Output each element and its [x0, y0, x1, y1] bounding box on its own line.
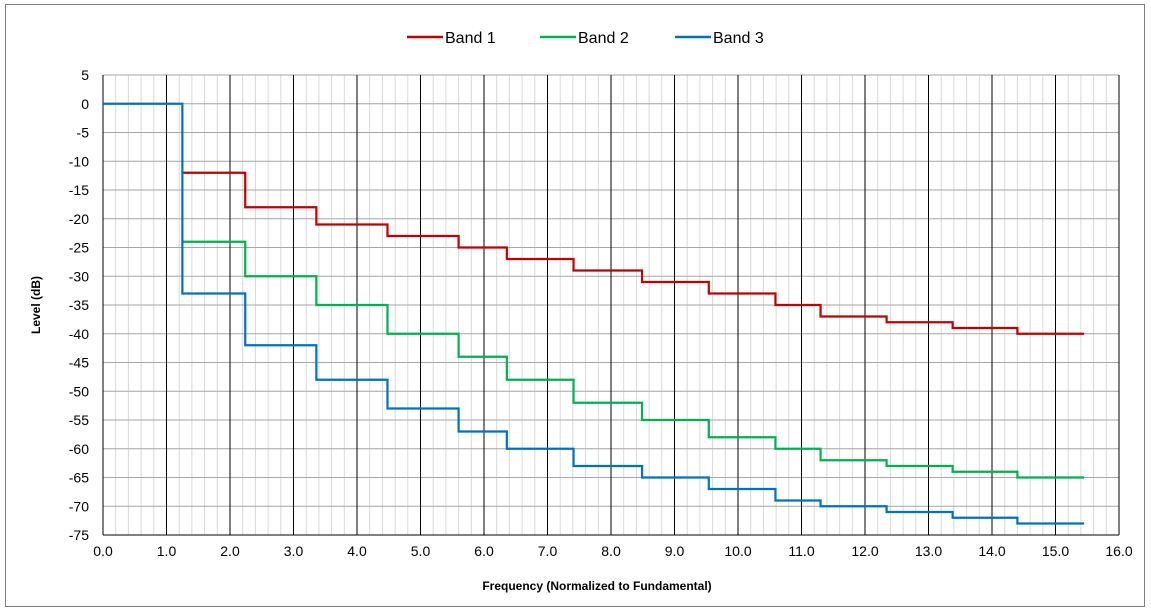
y-tick-label: 0: [81, 96, 89, 112]
x-tick-label: 6.0: [474, 543, 494, 559]
y-tick-label: -50: [69, 383, 89, 399]
legend-label-band-3: Band 3: [713, 30, 764, 47]
legend-label-band-2: Band 2: [578, 30, 629, 47]
y-tick-label: -70: [69, 498, 89, 514]
series-line-band-2: [182, 240, 1085, 479]
y-tick-label: -40: [69, 326, 89, 342]
x-tick-label: 3.0: [284, 543, 304, 559]
legend-label-band-1: Band 1: [445, 30, 496, 47]
series-lines: [103, 102, 1085, 525]
x-axis-title: Frequency (Normalized to Fundamental): [482, 579, 711, 593]
x-tick-label: 4.0: [347, 543, 367, 559]
x-tick-label: 9.0: [665, 543, 685, 559]
y-tick-label: -55: [69, 412, 89, 428]
y-tick-label: 5: [81, 67, 89, 83]
x-tick-labels: 0.0 1.0 2.0 3.0 4.0 5.0 6.0 7.0 8.0 9.0 10.0 11.0 12…: [93, 543, 1133, 559]
x-tick-label: 0.0: [93, 543, 113, 559]
x-tick-label: 16.0: [1105, 543, 1132, 559]
series-line-band-3: [103, 102, 1085, 525]
x-tick-label: 10.0: [724, 543, 751, 559]
y-tick-label: -45: [69, 355, 89, 371]
x-tick-label: 8.0: [601, 543, 621, 559]
legend: Band 1 Band 2 Band 3: [407, 30, 764, 47]
y-tick-labels: 5 0 -5 -10 -15 -20 -25 -30 -35 -40 -45 -50 -55 -60 -65…: [69, 67, 89, 543]
x-tick-label: 11.0: [788, 543, 814, 559]
y-tick-label: -5: [77, 125, 90, 141]
y-tick-label: -35: [69, 297, 89, 313]
y-tick-label: -10: [69, 153, 89, 169]
y-tick-label: -15: [69, 182, 89, 198]
y-axis-title: Level (dB): [29, 276, 43, 334]
x-tick-label: 7.0: [538, 543, 558, 559]
x-tick-label: 15.0: [1042, 543, 1069, 559]
x-tick-label: 12.0: [851, 543, 878, 559]
x-tick-label: 14.0: [978, 543, 1005, 559]
y-tick-label: -60: [69, 441, 89, 457]
y-tick-label: -25: [69, 240, 89, 256]
x-tick-label: 2.0: [220, 543, 240, 559]
y-tick-label: -65: [69, 470, 89, 486]
series-line-band-1: [182, 171, 1085, 335]
y-tick-label: -75: [69, 527, 89, 543]
x-tick-label: 1.0: [157, 543, 177, 559]
grid: [102, 74, 1120, 536]
x-tick-label: 5.0: [411, 543, 431, 559]
x-tick-label: 13.0: [915, 543, 942, 559]
y-tick-label: -30: [69, 268, 89, 284]
y-tick-label: -20: [69, 211, 89, 227]
